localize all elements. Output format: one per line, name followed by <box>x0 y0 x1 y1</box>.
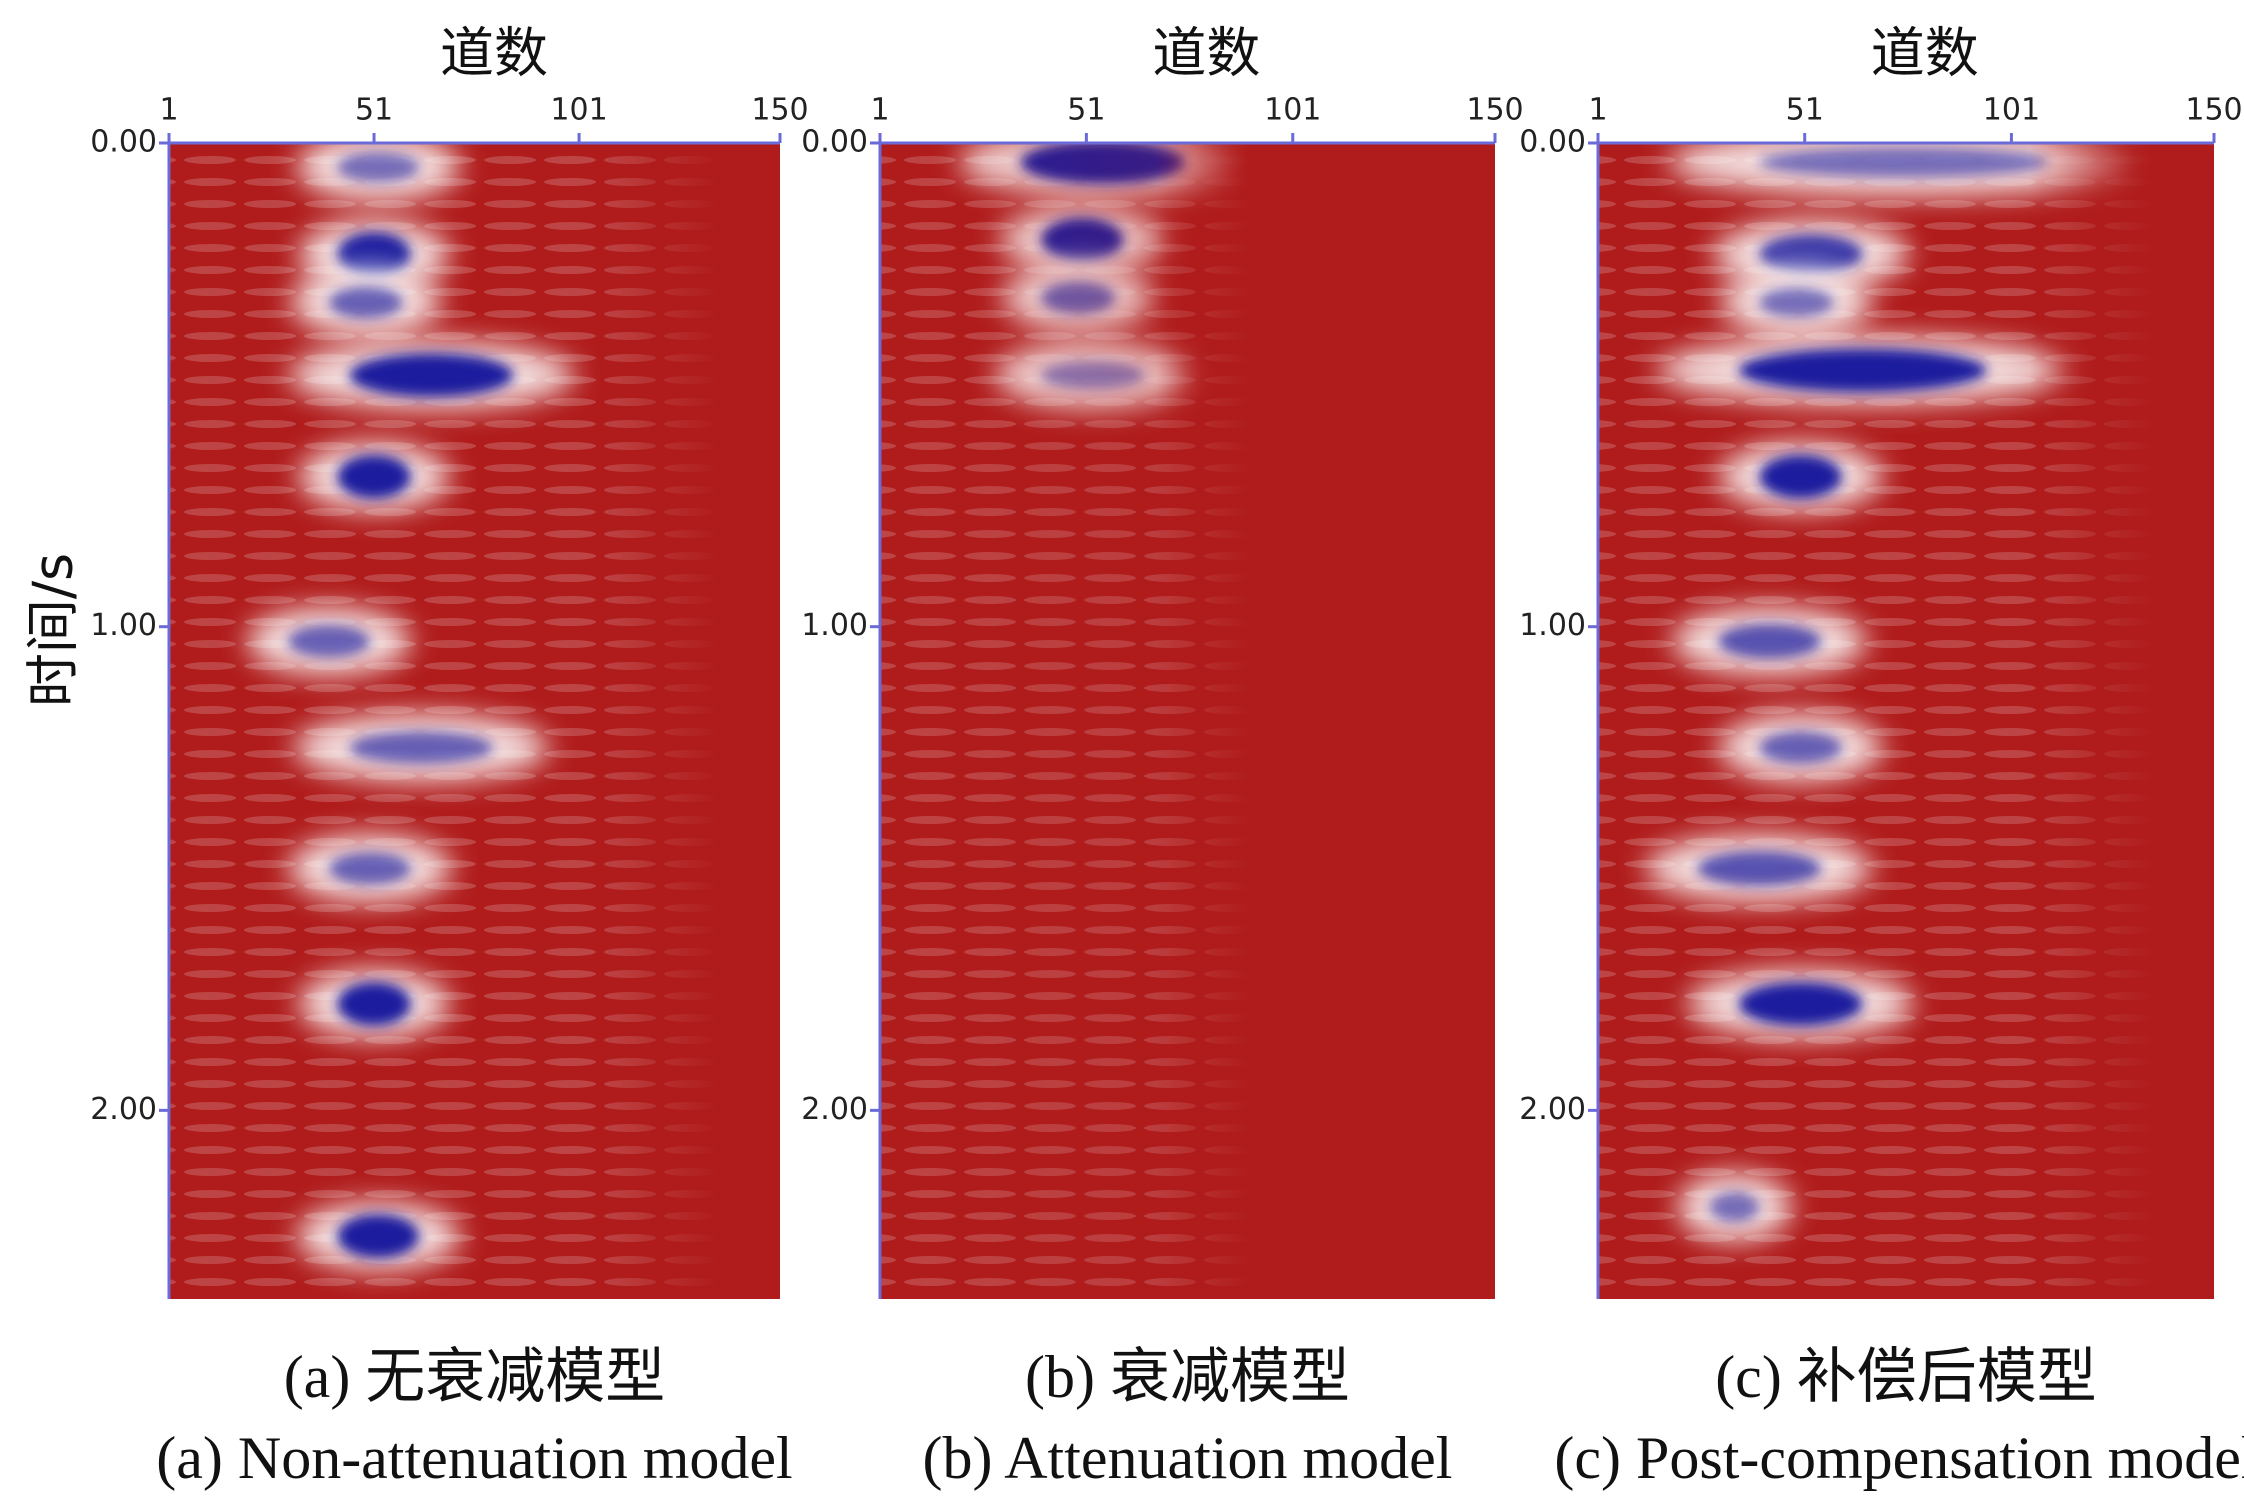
edge-fade <box>880 143 1495 1299</box>
edge-fade <box>1598 143 2214 1299</box>
caption-en: (c) Post-compensation model <box>1554 1425 2244 1491</box>
x-tick-label: 51 <box>1067 93 1105 128</box>
y-tick-label: 0.00 <box>801 125 868 160</box>
x-tick-label: 1 <box>870 93 889 128</box>
plot-area <box>169 143 780 1299</box>
y-tick-label: 1.00 <box>801 608 868 643</box>
plot-area <box>1598 143 2214 1299</box>
caption-en: (a) Non-attenuation model <box>156 1425 792 1491</box>
caption-zh: (a) 无衰减模型 <box>284 1344 666 1410</box>
caption-zh: (b) 衰减模型 <box>1025 1344 1350 1410</box>
x-tick-label: 1 <box>1588 93 1607 128</box>
x-tick-label: 101 <box>1983 93 2040 128</box>
x-tick-label: 101 <box>1264 93 1321 128</box>
caption-en: (b) Attenuation model <box>923 1425 1453 1491</box>
x-axis-title: 道数 <box>1152 22 1260 85</box>
y-tick-label: 0.00 <box>90 125 157 160</box>
y-axis-title: 时间/s <box>22 553 85 707</box>
y-tick-label: 2.00 <box>1519 1092 1586 1127</box>
x-tick-label: 101 <box>550 93 607 128</box>
edge-fade <box>169 143 780 1299</box>
x-tick-label: 51 <box>1786 93 1824 128</box>
x-tick-label: 1 <box>159 93 178 128</box>
y-tick-label: 0.00 <box>1519 125 1586 160</box>
x-tick-label: 150 <box>751 93 808 128</box>
y-tick-label: 2.00 <box>90 1092 157 1127</box>
y-tick-label: 2.00 <box>801 1092 868 1127</box>
y-tick-label: 1.00 <box>90 608 157 643</box>
x-axis-title: 道数 <box>440 22 548 85</box>
y-tick-label: 1.00 <box>1519 608 1586 643</box>
x-tick-label: 51 <box>355 93 393 128</box>
caption-zh: (c) 补偿后模型 <box>1715 1344 2097 1410</box>
x-axis-title: 道数 <box>1871 22 1979 85</box>
x-tick-label: 150 <box>2185 93 2242 128</box>
x-tick-label: 150 <box>1466 93 1523 128</box>
plot-area <box>880 143 1495 1299</box>
